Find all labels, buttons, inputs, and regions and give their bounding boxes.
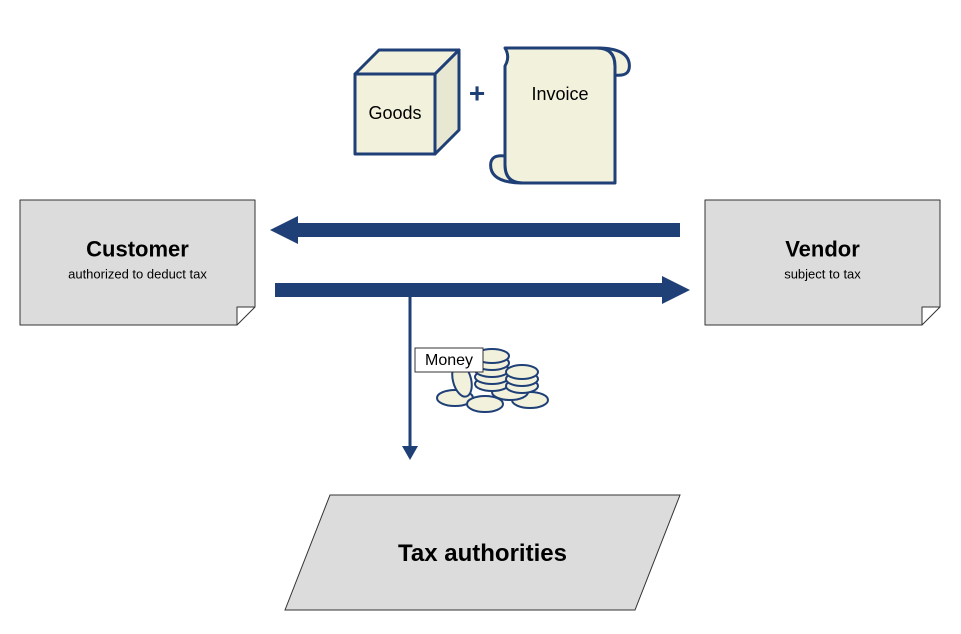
vendor-title: Vendor — [785, 237, 860, 262]
vendor-subtitle: subject to tax — [784, 267, 861, 282]
money-label: Money — [425, 352, 473, 369]
tax-title: Tax authorities — [398, 540, 567, 567]
arrow-goods-to-customer — [270, 216, 680, 244]
arrow-money-to-tax — [402, 290, 418, 460]
diagram-canvas: Goods + Invoice Customer authorized to d… — [0, 0, 961, 634]
goods-label: Goods — [368, 103, 421, 123]
arrow-money-to-vendor — [275, 276, 690, 304]
customer-node: Customer authorized to deduct tax — [20, 200, 255, 325]
invoice-node: Invoice — [491, 48, 630, 183]
plus-symbol: + — [469, 77, 485, 108]
customer-subtitle: authorized to deduct tax — [68, 267, 207, 282]
goods-node: Goods — [355, 50, 459, 154]
vendor-node: Vendor subject to tax — [705, 200, 940, 325]
tax-node: Tax authorities — [285, 495, 680, 610]
money-node: Money — [415, 348, 548, 412]
customer-title: Customer — [86, 237, 189, 262]
invoice-label: Invoice — [531, 84, 588, 104]
